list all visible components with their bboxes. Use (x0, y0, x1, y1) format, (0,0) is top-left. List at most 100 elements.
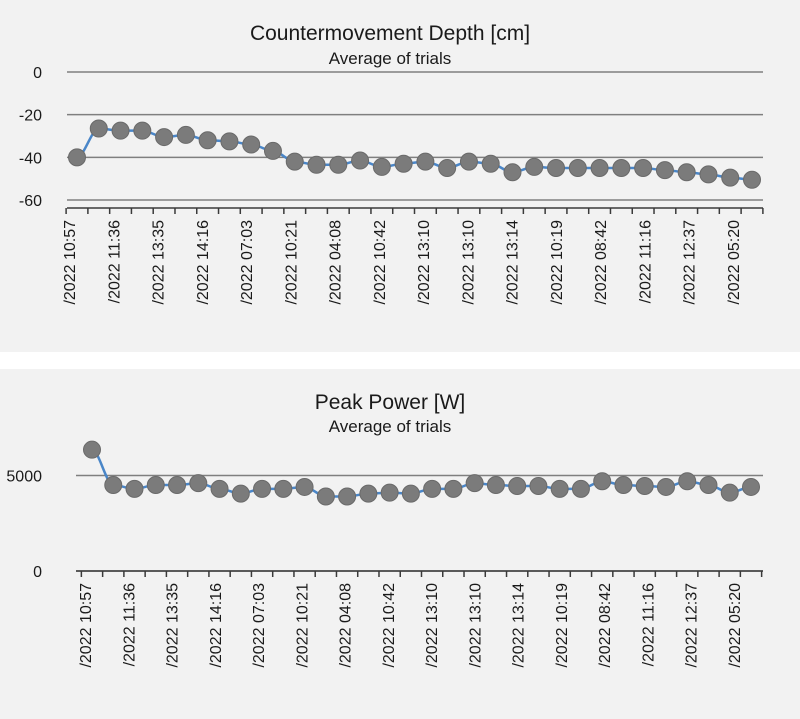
data-point (743, 170, 761, 189)
data-point (125, 479, 144, 498)
data-point (68, 148, 86, 167)
data-point (307, 155, 326, 174)
x-tick-label: /2022 14:16 (195, 220, 212, 305)
x-tick-label: /2022 13:14 (505, 220, 522, 305)
x-tick-label: /2022 08:42 (597, 583, 614, 668)
data-point (274, 479, 293, 498)
y-tick-label: 5000 (6, 468, 42, 485)
chart-panel-countermovement-depth: Countermovement Depth [cm] Average of tri… (0, 0, 800, 352)
chart-subtitle: Average of trials (329, 49, 452, 68)
data-point (677, 163, 696, 182)
x-tick-label: /2022 11:16 (640, 583, 657, 666)
data-point (655, 161, 674, 180)
data-point (146, 476, 165, 495)
data-point (210, 479, 229, 498)
x-tick-label: /2022 12:37 (684, 583, 701, 668)
data-point (612, 159, 631, 177)
data-point (547, 159, 566, 177)
data-point (220, 132, 239, 151)
x-tick-label: /2022 13:35 (165, 583, 182, 668)
data-point (721, 168, 740, 187)
data-point (568, 159, 587, 177)
x-tick-label: /2022 13:10 (424, 583, 441, 668)
data-point (231, 484, 250, 503)
data-point (89, 119, 108, 138)
data-point (550, 479, 569, 498)
data-point (111, 121, 130, 140)
chart-panel-peak-power: Peak Power [W] Average of trials 0 5000/202… (0, 369, 800, 719)
data-point (394, 154, 413, 173)
x-tick-label: /2022 10:21 (283, 220, 300, 305)
data-point (508, 476, 527, 495)
data-point (401, 484, 420, 503)
x-tick-label: /2022 04:08 (328, 220, 345, 305)
data-point (742, 477, 760, 496)
x-tick-label: /2022 12:37 (682, 220, 699, 305)
data-point (590, 159, 609, 177)
countermovement-depth-chart: Countermovement Depth [cm] Average of tri… (19, 22, 764, 305)
data-point (104, 476, 123, 495)
data-point (678, 472, 697, 491)
data-point (253, 479, 272, 498)
data-point (242, 135, 261, 154)
data-point (168, 476, 187, 495)
data-point (338, 487, 357, 506)
data-point (459, 152, 478, 171)
x-tick-label: /2022 10:57 (62, 220, 79, 305)
x-tick-label: /2022 13:10 (467, 583, 484, 668)
x-tick-label: /2022 10:57 (78, 583, 95, 668)
data-point (529, 476, 548, 495)
y-tick-label: -40 (19, 150, 42, 167)
x-tick-label: /2022 10:19 (554, 583, 571, 668)
data-point (351, 151, 370, 170)
y-tick-label: -60 (19, 193, 42, 210)
data-point (83, 440, 101, 459)
data-point (198, 131, 217, 150)
x-tick-label: /2022 11:16 (637, 220, 654, 303)
x-tick-label: /2022 07:03 (251, 583, 268, 668)
data-point (133, 121, 152, 140)
data-point (503, 163, 522, 182)
chart-title: Peak Power [W] (315, 391, 466, 414)
chart-subtitle: Average of trials (329, 417, 452, 436)
data-point (263, 141, 282, 160)
y-tick-label: -20 (19, 108, 42, 125)
data-point (699, 165, 718, 184)
data-point (438, 159, 457, 177)
data-point (593, 472, 612, 491)
x-tick-label: /2022 13:35 (151, 220, 168, 305)
data-point (525, 157, 544, 176)
x-tick-label: /2022 11:36 (121, 583, 138, 666)
x-tick-label: /2022 04:08 (338, 583, 355, 668)
x-tick-label: /2022 10:19 (549, 220, 566, 305)
data-point (444, 479, 463, 498)
x-tick-label: /2022 11:36 (106, 220, 123, 303)
x-tick-label: /2022 10:42 (372, 220, 389, 305)
data-point (720, 483, 739, 502)
chart-title: Countermovement Depth [cm] (250, 22, 530, 45)
y-tick-label: 0 (33, 65, 42, 82)
data-point (465, 474, 484, 493)
data-point (329, 155, 348, 174)
peak-power-chart: Peak Power [W] Average of trials 0 5000/202… (6, 391, 763, 668)
data-point (571, 479, 590, 498)
data-point (656, 477, 675, 496)
data-point (372, 157, 391, 176)
data-point (416, 152, 435, 171)
data-point (189, 474, 208, 493)
data-point (176, 125, 195, 144)
x-tick-label: /2022 14:16 (208, 583, 225, 668)
y-tick-label: 0 (33, 564, 42, 581)
data-point (295, 477, 314, 496)
x-tick-label: /2022 10:42 (381, 583, 398, 668)
data-point (380, 483, 399, 502)
x-tick-label: /2022 07:03 (239, 220, 256, 305)
data-point (486, 476, 505, 495)
data-point (614, 476, 633, 495)
data-point (699, 476, 718, 495)
data-point (316, 487, 335, 506)
x-tick-label: /2022 13:10 (460, 220, 477, 305)
x-tick-label: /2022 10:21 (294, 583, 311, 668)
data-point (155, 128, 174, 147)
x-tick-label: /2022 13:14 (511, 583, 528, 668)
